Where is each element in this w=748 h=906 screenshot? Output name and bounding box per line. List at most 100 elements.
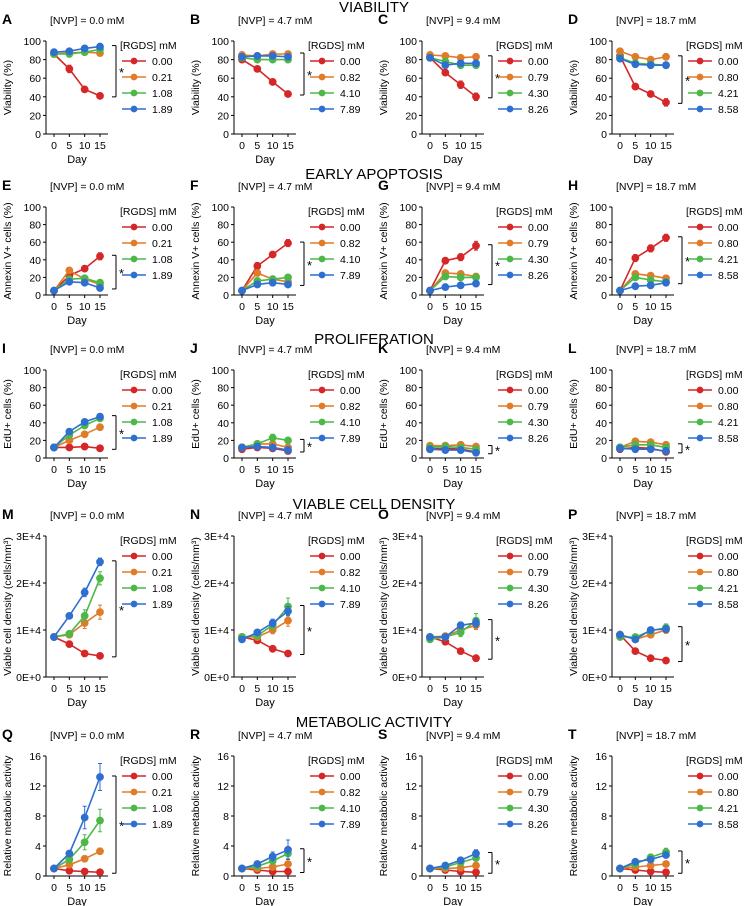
x-axis-label: Day bbox=[67, 154, 87, 166]
panel-letter: O bbox=[378, 506, 389, 522]
series-line-4.10 bbox=[241, 436, 289, 449]
series-line-0.00 bbox=[241, 242, 289, 292]
series-line-8.58 bbox=[619, 447, 667, 452]
x-tick-label: 5 bbox=[442, 301, 448, 313]
y-tick-label: 40 bbox=[405, 418, 417, 430]
y-tick-label: 100 bbox=[589, 202, 607, 214]
data-point bbox=[441, 68, 450, 77]
legend-label: 4.21 bbox=[718, 254, 739, 266]
x-tick-label: 10 bbox=[455, 140, 467, 152]
significance-star: * bbox=[495, 633, 500, 648]
series-line-8.58 bbox=[619, 57, 666, 66]
series-line-0.00 bbox=[619, 237, 667, 291]
data-point bbox=[238, 864, 246, 873]
series-line-4.10 bbox=[241, 56, 288, 61]
y-tick-label: 60 bbox=[595, 73, 607, 85]
legend-label: 0.00 bbox=[152, 56, 173, 68]
data-point bbox=[662, 860, 670, 868]
y-tick-label: 40 bbox=[595, 92, 607, 104]
data-point bbox=[253, 262, 262, 270]
series-line-8.58 bbox=[619, 281, 667, 292]
data-point bbox=[456, 621, 465, 630]
series-line-1.89 bbox=[53, 280, 101, 292]
legend-label: 0.00 bbox=[152, 551, 173, 563]
data-point bbox=[646, 281, 655, 290]
x-tick-label: 10 bbox=[645, 301, 657, 313]
legend-marker bbox=[130, 600, 138, 608]
y-tick-label: 0 bbox=[35, 453, 41, 465]
legend-label: 0.80 bbox=[718, 238, 739, 250]
legend-title: [RGDS] mM bbox=[120, 535, 177, 547]
y-tick-label: 100 bbox=[23, 365, 41, 377]
y-tick-label: 40 bbox=[217, 92, 229, 104]
legend-marker bbox=[318, 239, 326, 247]
legend-label: 0.00 bbox=[152, 385, 173, 397]
y-tick-label: 100 bbox=[589, 36, 607, 48]
legend-label: 0.00 bbox=[152, 771, 173, 783]
legend-label: 1.89 bbox=[152, 270, 173, 282]
data-point bbox=[662, 98, 670, 107]
y-tick-label: 60 bbox=[29, 73, 41, 85]
series-line-0.82 bbox=[241, 272, 289, 292]
y-tick-label: 40 bbox=[217, 418, 229, 430]
legend-label: 0.00 bbox=[718, 56, 739, 68]
legend-marker bbox=[318, 584, 326, 592]
y-tick-label: 80 bbox=[217, 383, 229, 395]
data-point bbox=[472, 52, 480, 61]
data-point bbox=[96, 444, 104, 453]
y-tick-label: 80 bbox=[595, 220, 607, 232]
legend-label: 4.21 bbox=[718, 803, 739, 815]
legend-label: 0.00 bbox=[340, 56, 361, 68]
legend-marker bbox=[506, 552, 514, 560]
legend-label: 0.80 bbox=[718, 787, 739, 799]
legend-title: [RGDS] mM bbox=[120, 755, 177, 767]
series-line-1.89 bbox=[53, 776, 101, 870]
data-point bbox=[662, 625, 670, 633]
series-line-0.00 bbox=[53, 636, 101, 657]
legend-title: [RGDS] mM bbox=[308, 40, 365, 52]
legend-label: 7.89 bbox=[340, 270, 361, 282]
x-tick-label: 15 bbox=[282, 882, 294, 894]
y-tick-label: 0 bbox=[411, 129, 417, 141]
y-tick-label: 0 bbox=[411, 871, 417, 883]
significance-star: * bbox=[119, 603, 124, 618]
data-point bbox=[631, 647, 640, 656]
legend-title: [RGDS] mM bbox=[308, 369, 365, 381]
legend-title: [RGDS] mM bbox=[496, 206, 553, 218]
nvp-label: [NVP] = 4.7 mM bbox=[238, 344, 312, 356]
panel-letter: H bbox=[568, 177, 578, 193]
legend-marker bbox=[506, 434, 514, 442]
x-tick-label: 15 bbox=[470, 464, 482, 476]
significance-star: * bbox=[685, 856, 690, 871]
y-axis-label: Relative metabolic activity bbox=[190, 755, 202, 877]
y-tick-label: 0 bbox=[411, 290, 417, 302]
data-point bbox=[96, 412, 104, 421]
y-tick-label: 60 bbox=[405, 237, 417, 249]
series-line-7.89 bbox=[241, 610, 289, 641]
data-point bbox=[441, 861, 450, 870]
data-point bbox=[80, 813, 89, 822]
legend-title: [RGDS] mM bbox=[496, 369, 553, 381]
data-point bbox=[646, 61, 655, 70]
panel-letter: P bbox=[568, 506, 577, 522]
x-tick-label: 15 bbox=[470, 301, 482, 313]
y-tick-label: 80 bbox=[405, 383, 417, 395]
y-axis-label: Annexin V+ cells (%) bbox=[2, 202, 14, 299]
nvp-label: [NVP] = 9.4 mM bbox=[426, 730, 500, 742]
data-point bbox=[268, 78, 277, 86]
data-point bbox=[472, 868, 480, 877]
data-point bbox=[80, 264, 89, 273]
nvp-label: [NVP] = 18.7 mM bbox=[616, 510, 696, 522]
x-tick-label: 15 bbox=[470, 140, 482, 152]
legend-label: 0.00 bbox=[718, 222, 739, 234]
x-tick-label: 15 bbox=[94, 301, 106, 313]
y-tick-label: 60 bbox=[29, 237, 41, 249]
x-tick-label: 5 bbox=[66, 882, 72, 894]
y-axis-label: Viability (%) bbox=[378, 60, 390, 115]
legend-label: 4.10 bbox=[340, 417, 361, 429]
x-axis-label: Day bbox=[443, 478, 463, 490]
significance-star: * bbox=[119, 65, 124, 80]
y-tick-label: 0 bbox=[601, 453, 607, 465]
x-tick-label: 0 bbox=[617, 464, 623, 476]
y-tick-label: 80 bbox=[405, 55, 417, 67]
